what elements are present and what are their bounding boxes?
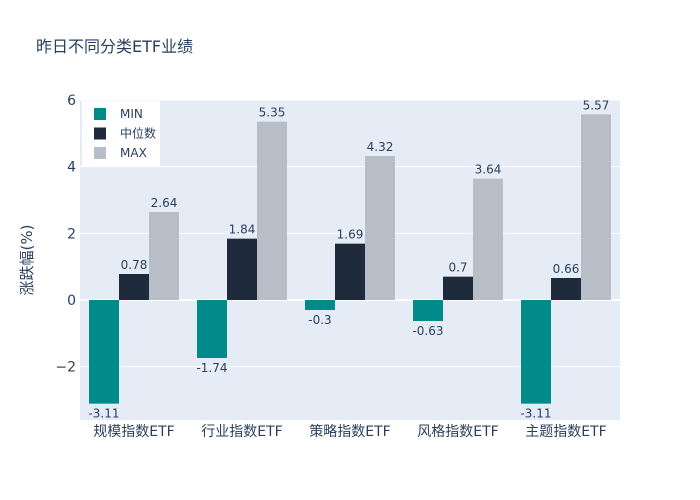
data-label: -1.74: [196, 361, 227, 375]
bar-MAX-策略指数ETF[interactable]: [365, 156, 395, 300]
data-label: -3.11: [520, 407, 551, 421]
legend-swatch[interactable]: [94, 127, 106, 140]
legend-label[interactable]: MAX: [120, 146, 147, 160]
bar-MIN-主题指数ETF[interactable]: [521, 300, 551, 404]
legend[interactable]: MIN 中位数 MAX: [82, 101, 160, 167]
bars: [89, 114, 611, 404]
data-labels: -3.11 0.78 2.64 -1.74 1.84 5.35 -0.3 1.69 4.32 -0…: [88, 98, 609, 420]
legend-swatch[interactable]: [94, 147, 106, 159]
bar-中位数-主题指数ETF[interactable]: [551, 278, 581, 300]
y-tick-label: −2: [55, 360, 76, 376]
bar-中位数-规模指数ETF[interactable]: [119, 274, 149, 300]
data-label: 1.69: [337, 228, 364, 242]
bar-中位数-策略指数ETF[interactable]: [335, 243, 365, 300]
data-label: 0.7: [448, 261, 467, 275]
bar-MAX-规模指数ETF[interactable]: [149, 212, 179, 300]
y-tick-label: 4: [67, 160, 76, 176]
legend-swatch[interactable]: [94, 108, 106, 120]
y-tick-label: 2: [67, 226, 76, 242]
data-label: 5.57: [583, 98, 610, 112]
x-tick-label: 主题指数ETF: [525, 424, 606, 440]
data-label: -3.11: [88, 407, 119, 421]
x-axis-ticks: 规模指数ETF 行业指数ETF 策略指数ETF 风格指数ETF 主题指数ETF: [93, 423, 606, 440]
chart-title: 昨日不同分类ETF业绩: [36, 37, 194, 56]
y-tick-label: 6: [67, 93, 76, 109]
x-tick-label: 行业指数ETF: [201, 424, 282, 440]
bar-MIN-行业指数ETF[interactable]: [197, 300, 227, 358]
data-label: 2.64: [151, 196, 178, 210]
bar-中位数-风格指数ETF[interactable]: [443, 276, 473, 300]
data-label: 1.84: [229, 223, 256, 237]
data-label: 0.66: [553, 262, 580, 276]
legend-label[interactable]: 中位数: [120, 126, 156, 141]
x-tick-label: 策略指数ETF: [309, 423, 390, 440]
bar-MIN-风格指数ETF[interactable]: [413, 300, 443, 321]
y-tick-label: 0: [67, 293, 76, 309]
data-label: -0.63: [412, 324, 443, 338]
bar-MIN-规模指数ETF[interactable]: [89, 300, 119, 404]
y-axis-ticks: −2 0 2 4 6: [55, 93, 76, 376]
bar-MIN-策略指数ETF[interactable]: [305, 300, 335, 310]
x-tick-label: 规模指数ETF: [93, 424, 174, 440]
data-label: 0.78: [121, 258, 148, 272]
bar-MAX-行业指数ETF[interactable]: [257, 121, 287, 301]
legend-label[interactable]: MIN: [120, 107, 143, 121]
bar-MAX-主题指数ETF[interactable]: [581, 114, 611, 300]
y-axis-label: 涨跌幅(%): [18, 225, 36, 296]
bar-中位数-行业指数ETF[interactable]: [227, 238, 257, 300]
data-label: 5.35: [259, 106, 286, 120]
data-label: 4.32: [367, 140, 394, 154]
x-tick-label: 风格指数ETF: [417, 424, 498, 440]
data-label: -0.3: [308, 313, 331, 327]
data-label: 3.64: [475, 163, 502, 177]
bar-MAX-风格指数ETF[interactable]: [473, 178, 503, 300]
